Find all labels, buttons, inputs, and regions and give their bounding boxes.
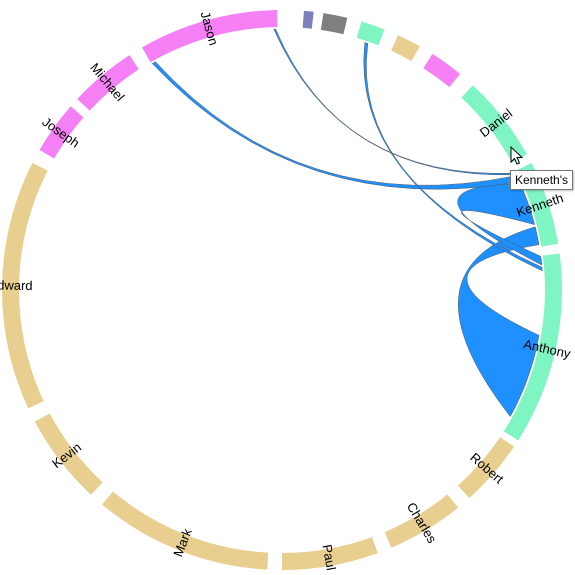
- arc-group-4[interactable]: [356, 21, 385, 46]
- ribbon-kenneth-anthony-2[interactable]: [457, 183, 543, 266]
- ribbon-kenneth-anthony-1[interactable]: [458, 226, 540, 417]
- arc-charles[interactable]: [384, 494, 459, 548]
- arc-group-5[interactable]: [391, 35, 420, 62]
- tooltip: Kenneth's: [510, 170, 573, 190]
- arc-anthony[interactable]: [503, 253, 562, 441]
- chord-arcs: [1, 10, 562, 570]
- arc-daniel[interactable]: [461, 85, 527, 163]
- arc-robert[interactable]: [457, 437, 515, 499]
- arc-group-2[interactable]: [302, 10, 314, 29]
- chord-ribbons: [151, 28, 543, 417]
- arc-michael[interactable]: [77, 55, 139, 111]
- arc-paul[interactable]: [282, 537, 378, 570]
- arc-mark[interactable]: [102, 491, 269, 570]
- arc-group-3[interactable]: [320, 13, 348, 35]
- ribbon-mint-anthony[interactable]: [363, 42, 543, 272]
- arc-kevin[interactable]: [34, 413, 103, 495]
- mouse-cursor-icon: [510, 145, 524, 165]
- label-paul: Paul: [320, 543, 339, 571]
- arc-edward[interactable]: [1, 162, 48, 409]
- ribbon-kenneth-jason[interactable]: [151, 61, 520, 190]
- arc-group-6[interactable]: [423, 53, 461, 88]
- label-edward: Edward: [0, 277, 33, 293]
- arc-jason[interactable]: [142, 10, 278, 63]
- arc-joseph[interactable]: [39, 106, 84, 159]
